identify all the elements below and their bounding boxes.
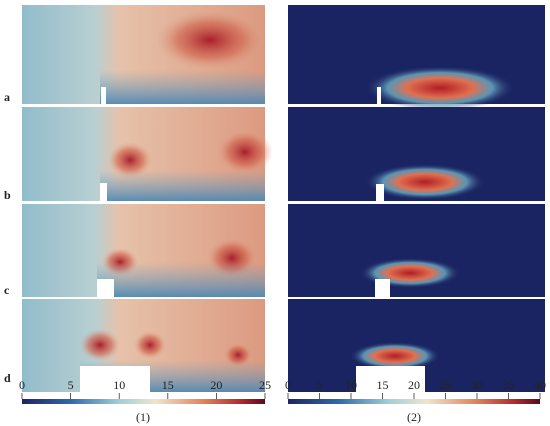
colorbar-tick-label: 10: [113, 378, 125, 392]
panel-b-left: [22, 107, 273, 201]
panel-d-right: [288, 299, 545, 392]
colorbar-caption: (1): [136, 410, 150, 424]
colorbar-tick-label: 15: [377, 378, 389, 392]
colorbar-tick-label: 5: [68, 378, 74, 392]
colorbar-caption: (2): [407, 410, 421, 424]
panel-d-left: [22, 299, 265, 392]
panel-a-right: [288, 5, 545, 110]
colorbar-tick-label: 40: [534, 378, 546, 392]
colorbar-tick-label: 20: [408, 378, 420, 392]
colorbar-tick-label: 0: [19, 378, 25, 392]
colorbar-tick-label: 25: [440, 378, 452, 392]
panel-a-left: [22, 5, 265, 104]
colorbar-tick-label: 15: [162, 378, 174, 392]
panel-c-left: [22, 204, 265, 297]
panel-label: a: [4, 90, 10, 104]
colorbar-tick-label: 5: [317, 378, 323, 392]
colorbar-tick-label: 0: [285, 378, 291, 392]
colorbar: [288, 399, 540, 404]
panel-b-right: [288, 107, 545, 201]
right-panels: [288, 5, 545, 392]
left-panels: [22, 5, 273, 392]
colorbar-tick-label: 25: [259, 378, 271, 392]
colorbar: [22, 399, 265, 404]
colorbar-tick-label: 35: [503, 378, 515, 392]
colorbar-tick-label: 20: [210, 378, 222, 392]
colorbar-tick-label: 30: [471, 378, 483, 392]
panel-label: b: [4, 188, 11, 202]
panel-label: d: [4, 371, 11, 385]
panel-c-right: [288, 204, 545, 297]
colorbar-tick-label: 10: [345, 378, 357, 392]
panel-label: c: [4, 283, 10, 297]
